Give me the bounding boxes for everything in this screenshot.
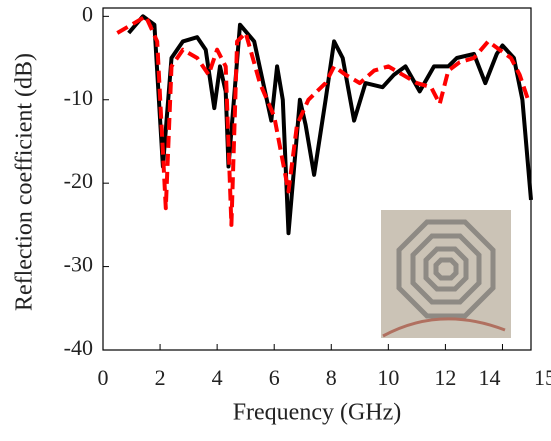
x-tick-label: 10 <box>377 365 399 390</box>
y-tick-label: -30 <box>64 252 93 277</box>
y-tick-label: 0 <box>82 1 93 26</box>
x-tick-label: 2 <box>155 365 166 390</box>
x-tick-label: 14 <box>478 365 500 390</box>
plot-frame <box>102 7 532 351</box>
x-tick-label: 12 <box>434 365 456 390</box>
x-tick-label: 8 <box>326 365 337 390</box>
x-tick-label: 0 <box>98 365 109 390</box>
series-line <box>127 14 533 236</box>
x-axis-title: Frequency (GHz) <box>233 400 402 426</box>
y-tick-label: -20 <box>64 168 93 193</box>
y-tick-label: -10 <box>64 85 93 110</box>
x-tick-label: 15 <box>534 365 551 390</box>
y-tick-label: -40 <box>64 335 93 360</box>
x-tick-label: 6 <box>269 365 280 390</box>
y-axis-title: Reflection coefficient (dB) <box>12 53 38 311</box>
series-line <box>116 14 530 227</box>
x-tick-label: 4 <box>212 365 223 390</box>
inset-photo <box>381 210 511 338</box>
